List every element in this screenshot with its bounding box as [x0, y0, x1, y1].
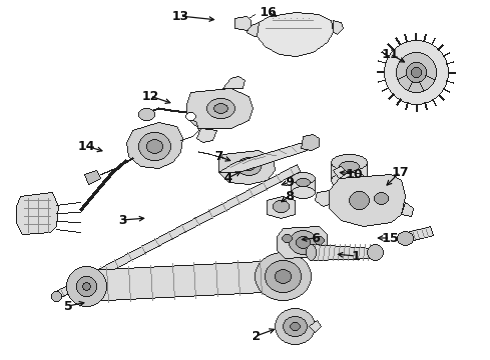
- Text: 4: 4: [223, 171, 232, 184]
- Text: 9: 9: [286, 175, 294, 189]
- Text: 7: 7: [214, 149, 222, 162]
- Text: 8: 8: [286, 189, 294, 202]
- Text: 10: 10: [345, 167, 363, 180]
- Text: 5: 5: [64, 300, 73, 312]
- Text: 15: 15: [381, 231, 399, 244]
- Text: 16: 16: [259, 5, 277, 18]
- Text: 12: 12: [141, 90, 159, 103]
- Text: 13: 13: [172, 9, 189, 22]
- Text: 3: 3: [118, 213, 126, 226]
- Text: 14: 14: [77, 139, 95, 153]
- Text: 11: 11: [381, 48, 399, 60]
- Text: 2: 2: [252, 329, 260, 342]
- Text: 1: 1: [352, 249, 360, 262]
- Text: 17: 17: [391, 166, 409, 179]
- Text: 6: 6: [312, 231, 320, 244]
